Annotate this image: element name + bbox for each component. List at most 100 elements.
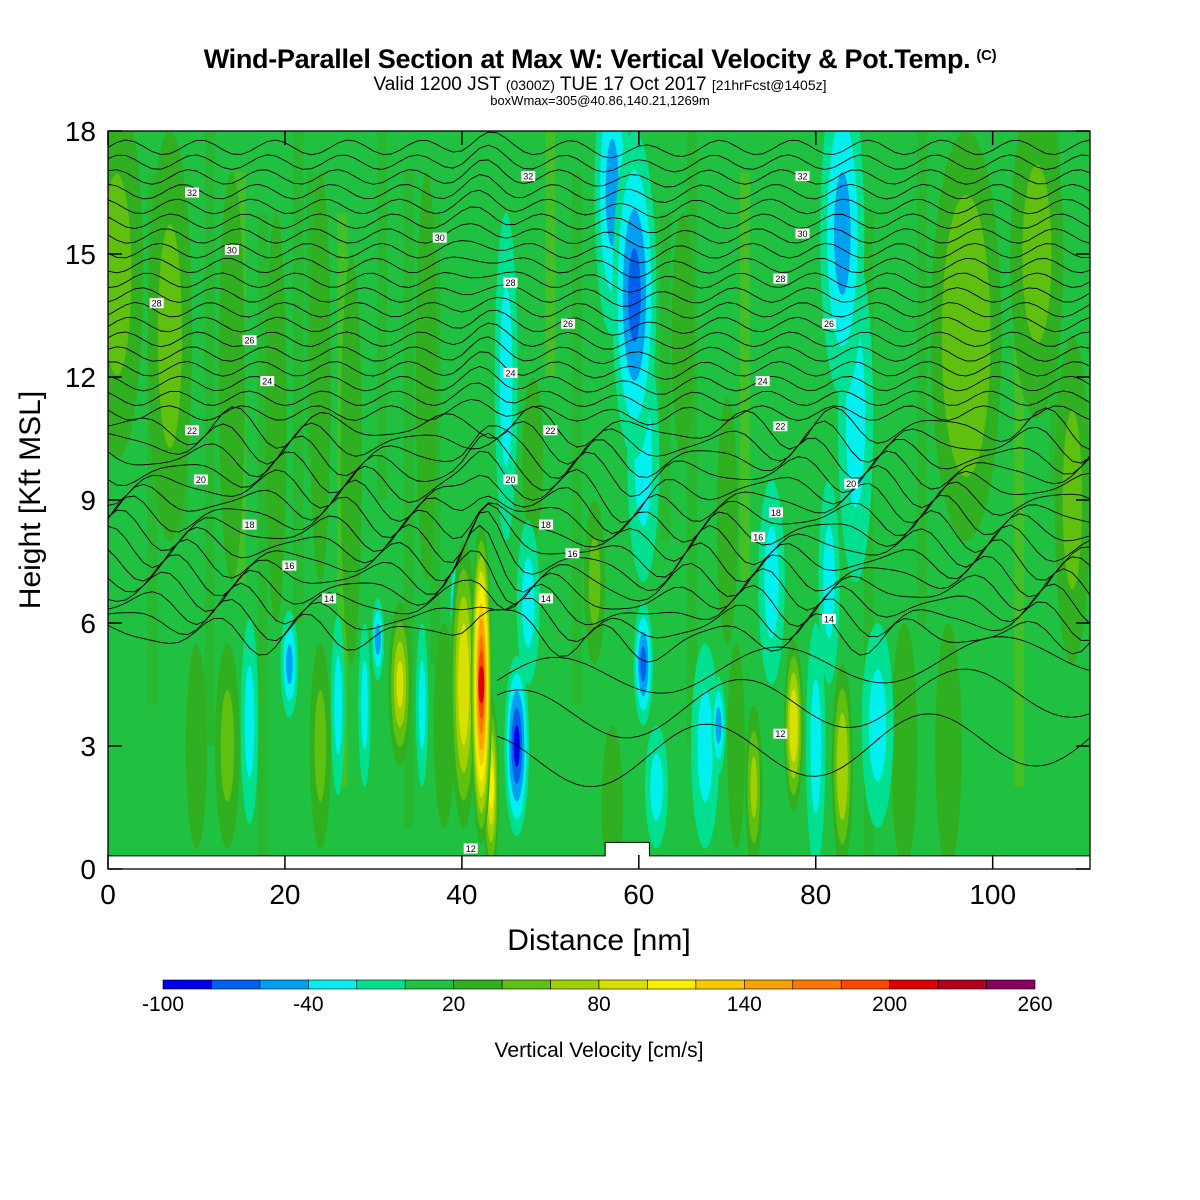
colorbar-swatch [308,979,358,990]
velocity-level [286,644,293,684]
velocity-level [244,665,255,778]
contour-label-text: 18 [245,520,255,530]
contour-label-text: 22 [545,426,555,436]
colorbar-tick-label: 260 [1017,993,1052,1016]
velocity-cell [806,623,826,869]
velocity-cell [358,623,371,787]
velocity-level [823,526,835,638]
velocity-level [764,526,779,638]
contour-label: 14 [322,593,337,604]
theta-contour-line [108,296,1090,322]
x-tick-label: 100 [969,879,1016,910]
contour-label-bg [260,376,275,387]
velocity-level [640,646,647,682]
velocity-level [218,172,246,582]
velocity-level [521,557,535,648]
y-tick-label: 12 [65,362,96,393]
velocity-cell [218,172,246,582]
velocity-cell [645,725,669,849]
velocity-cell [340,254,362,664]
contour-label: 14 [538,593,553,604]
contour-label: 24 [503,367,518,378]
contour-label-bg [538,519,553,530]
velocity-cell [516,520,540,685]
contour-label-bg [561,318,576,329]
velocity-cell [309,643,331,849]
contour-label-bg [844,478,859,489]
contour-label-text: 20 [506,475,516,485]
x-tick-label: 60 [623,879,654,910]
velocity-level [314,690,327,802]
contour-label-text: 26 [563,319,573,329]
theta-contour-line [108,271,1090,293]
contour-label: 28 [149,298,164,309]
velocity-cell [758,479,785,685]
contour-label-bg [773,728,788,739]
contour-label-text: 22 [775,422,785,432]
contour-label: 26 [561,318,576,329]
contour-label-bg [322,593,337,604]
velocity-cell [371,598,385,681]
velocity-level [697,690,713,802]
velocity-level [522,377,544,541]
heatmap-streak [377,131,388,500]
theta-contour-line [108,503,1090,578]
velocity-cell [522,377,544,541]
contour-label: 30 [795,228,810,239]
contour-label-text: 30 [797,229,807,239]
colorbar-swatch [695,979,745,990]
colorbar-swatch [404,979,454,990]
contour-label-bg [538,593,553,604]
velocity-level [334,655,342,755]
heatmap-streak [571,172,582,705]
theta-contour-line [108,223,1090,249]
velocity-cell [691,643,720,849]
heatmap-streak [293,131,304,623]
theta-contour-line [108,382,1090,411]
contour-label-text: 32 [523,172,533,182]
velocity-level [868,669,887,782]
velocity-level [108,173,132,376]
velocity-cell [671,213,695,459]
velocity-cell [744,705,763,869]
theta-contour-line [497,636,1090,694]
y-tick-label: 6 [80,608,96,639]
velocity-cell [388,602,412,767]
theta-contour-line [497,713,1090,788]
theta-contour-line [108,550,1090,612]
contour-label: 22 [543,425,558,436]
contour-label: 32 [795,171,810,182]
velocity-level [309,172,331,582]
velocity-cell [831,664,853,869]
velocity-level [650,753,663,821]
colorbar-tick-label: 20 [442,993,465,1016]
velocity-level [890,623,918,869]
copyright-mark: (C) [976,47,997,64]
theta-contour-line [108,351,1090,380]
heatmap-streak [739,172,750,582]
colorbar-swatch [453,979,503,990]
theta-contour-line [108,598,1090,643]
forecast-info: [21hrFcst@1405z] [711,77,827,93]
contour-label-text: 20 [196,475,206,485]
contour-label: 22 [773,421,788,432]
velocity-cell [1054,336,1090,664]
velocity-level [731,690,741,802]
velocity-level [418,660,426,750]
heatmap-streak [916,131,927,623]
contour-label-bg [543,425,558,436]
colorbar-swatch [744,979,794,990]
theta-contour-line [108,309,1090,336]
contour-label-bg [193,474,208,485]
contour-label: 28 [773,273,788,284]
velocity-cell [240,618,259,824]
velocity-cell [265,213,287,623]
colorbar-swatch [598,979,648,990]
theta-contour-line [108,240,1090,264]
colorbar: -100 -40 20 80 140 200 260 [142,979,1053,1016]
colorbar-swatch [792,979,842,990]
velocity-cell [612,131,657,459]
contour-label-bg [773,421,788,432]
velocity-cell [185,643,208,849]
colorbar-tick-label: 140 [727,993,762,1016]
